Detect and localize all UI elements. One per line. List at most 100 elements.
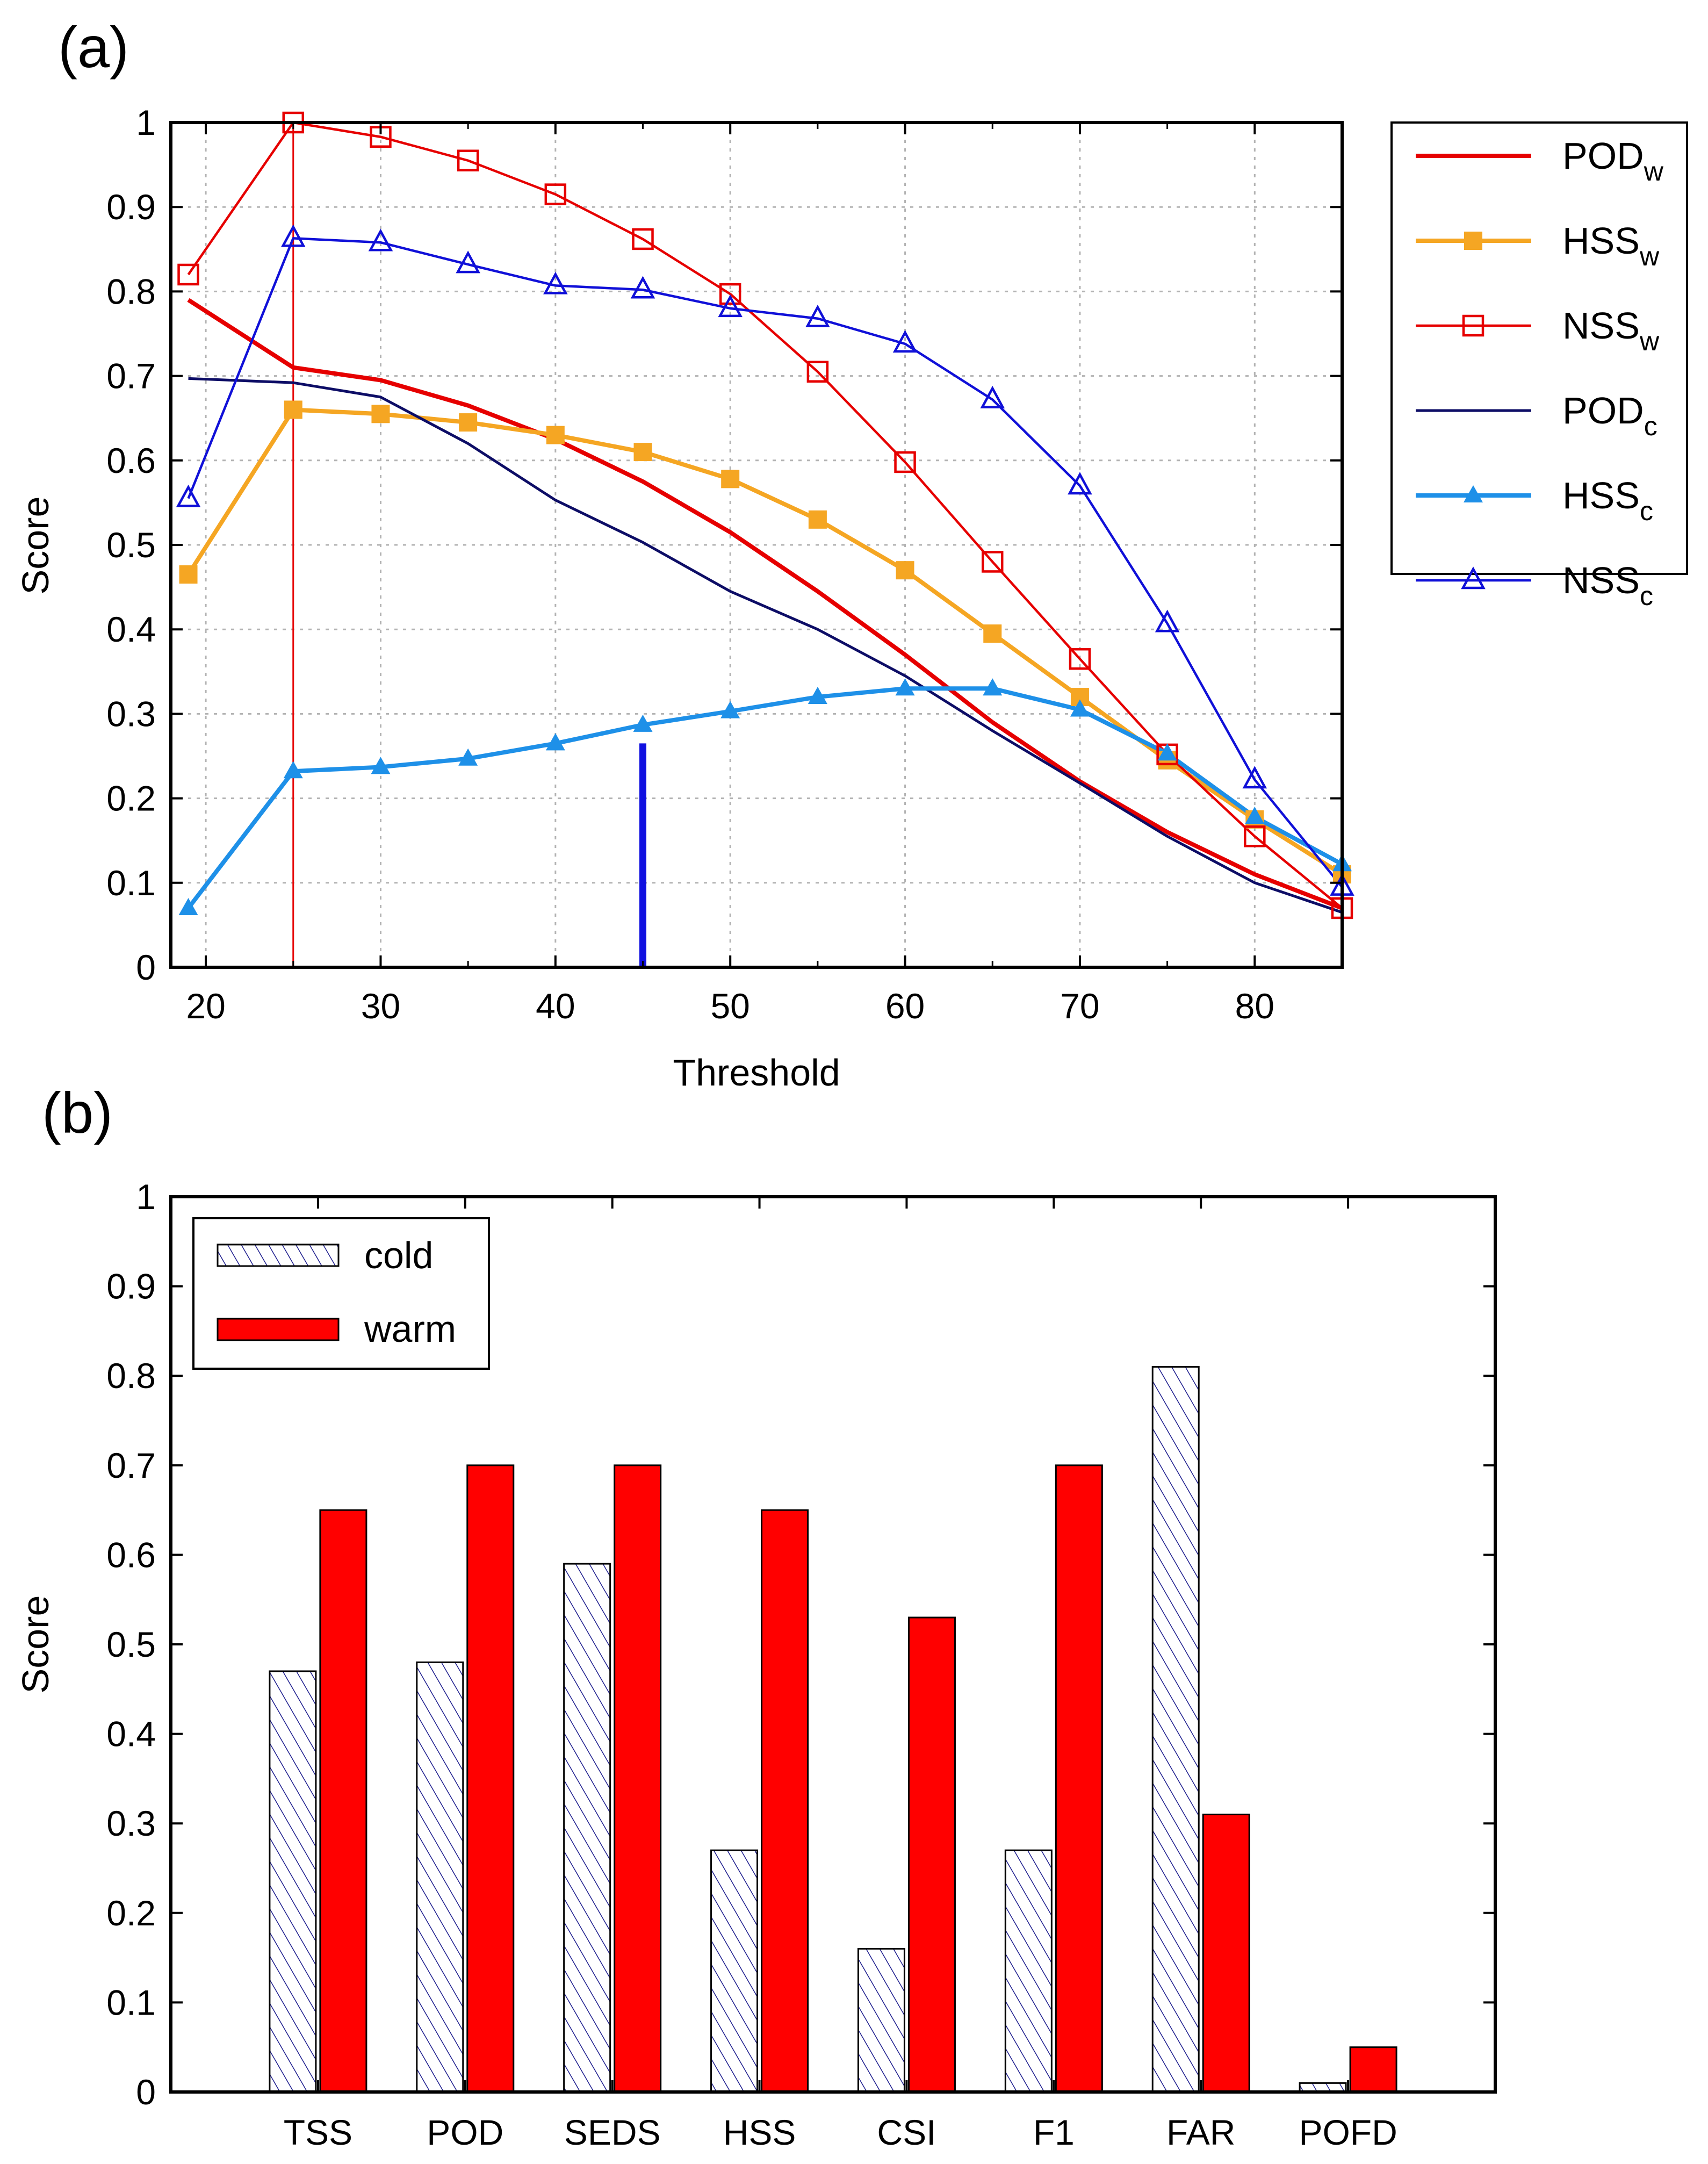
legend-marker bbox=[1464, 485, 1483, 502]
data-point-hss-w bbox=[546, 426, 565, 444]
data-point-nss-w bbox=[632, 228, 654, 250]
y-tick-label: 0 bbox=[136, 2072, 156, 2112]
y-tick-label: 0.8 bbox=[106, 1356, 156, 1396]
bar-cold-tss bbox=[269, 1670, 317, 2093]
x-tick-label: 30 bbox=[361, 986, 400, 1026]
data-point-hss-c bbox=[1245, 807, 1265, 824]
data-point-hss-c bbox=[178, 897, 198, 915]
category-label: TSS bbox=[284, 2112, 352, 2152]
series-line-hss-c bbox=[186, 686, 1342, 910]
legend-label: HSSw bbox=[1562, 220, 1660, 271]
data-point-nss-c bbox=[1242, 766, 1267, 789]
panel-a-tick-marks bbox=[171, 121, 1343, 968]
data-point-hss-c bbox=[283, 761, 303, 779]
y-tick-label: 0.1 bbox=[106, 1982, 156, 2022]
legend-marker bbox=[1464, 232, 1482, 250]
x-tick-label: 20 bbox=[186, 986, 225, 1026]
panel-a-line-chart: (a) 0 0.1 0.2 0.3 0.4 0.5 0.6 0.7 0.8 0.9 1 20 30 40… bbox=[15, 15, 1688, 1094]
bar-warm-seds bbox=[614, 1464, 662, 2093]
bar-warm-csi bbox=[907, 1616, 956, 2093]
y-tick-label: 0.1 bbox=[106, 863, 156, 903]
panel-b-bar-chart: (b) 0 0.1 0.2 0.3 0.4 0.5 0.6 0.7 0.8 0.9 1 TSS POD… bbox=[15, 1080, 1497, 2152]
legend-label: PODc bbox=[1562, 390, 1657, 441]
data-point-nss-w bbox=[1069, 648, 1091, 670]
data-point-hss-w bbox=[179, 565, 198, 584]
x-tick-label: 60 bbox=[885, 986, 925, 1026]
legend-label: NSSc bbox=[1562, 559, 1653, 611]
panel-a-grid bbox=[171, 123, 1342, 967]
y-tick-label: 0.3 bbox=[106, 1803, 156, 1843]
data-point-nss-w bbox=[982, 551, 1004, 573]
legend-label: PODw bbox=[1562, 135, 1664, 186]
bar-cold-csi bbox=[857, 1947, 905, 2093]
y-tick-label: 0.9 bbox=[106, 1267, 156, 1306]
x-tick-label: 40 bbox=[536, 986, 575, 1026]
series-line-nss-w bbox=[187, 123, 1342, 909]
data-point-hss-w bbox=[896, 561, 914, 580]
legend-swatch-warm bbox=[217, 1318, 340, 1341]
data-point-hss-w bbox=[371, 405, 390, 423]
panel-b-tick-marks bbox=[171, 1196, 1495, 2093]
panel-a-legend: PODw HSSw NSSw PODc HSSc NSSc bbox=[1390, 121, 1688, 611]
legend-label-cold: cold bbox=[364, 1234, 433, 1276]
x-tick-label: 50 bbox=[710, 986, 749, 1026]
x-tick-label: 70 bbox=[1060, 986, 1099, 1026]
category-label: FAR bbox=[1166, 2112, 1235, 2152]
data-point-hss-c bbox=[1157, 743, 1177, 761]
category-label: CSI bbox=[877, 2112, 936, 2152]
y-tick-label: 0.7 bbox=[106, 1446, 156, 1485]
data-point-nss-c bbox=[1155, 609, 1180, 632]
data-point-nss-c bbox=[176, 484, 201, 507]
category-label: POD bbox=[427, 2112, 503, 2152]
bar-warm-pofd bbox=[1349, 2046, 1397, 2093]
series-line-hss-w bbox=[186, 407, 1342, 876]
data-point-nss-c bbox=[543, 271, 568, 294]
bar-cold-seds bbox=[563, 1563, 611, 2093]
y-tick-label: 0.2 bbox=[106, 779, 156, 818]
data-point-hss-w bbox=[284, 400, 302, 419]
panel-a-vertical-markers bbox=[292, 123, 647, 967]
series-line-nss-c bbox=[187, 237, 1342, 888]
y-tick-label: 0.5 bbox=[106, 525, 156, 565]
legend-marker bbox=[1461, 566, 1486, 589]
panel-b-category-labels: TSS POD SEDS HSS CSI F1 FAR POFD bbox=[284, 2112, 1397, 2152]
panel-label-b: (b) bbox=[42, 1080, 113, 1145]
category-label: F1 bbox=[1033, 2112, 1075, 2152]
y-tick-label: 1 bbox=[136, 103, 156, 142]
legend-label: HSSc bbox=[1562, 475, 1653, 526]
series-line-pod-w bbox=[187, 298, 1342, 910]
y-tick-label: 0.6 bbox=[106, 441, 156, 480]
data-point-hss-c bbox=[371, 757, 391, 774]
panel-b-y-axis-title: Score bbox=[15, 1595, 56, 1694]
data-point-hss-c bbox=[458, 748, 478, 766]
bar-warm-pod bbox=[466, 1464, 515, 2093]
panel-b-y-tick-labels: 0 0.1 0.2 0.3 0.4 0.5 0.6 0.7 0.8 0.9 1 bbox=[106, 1177, 156, 2112]
data-point-hss-c bbox=[983, 678, 1003, 696]
data-point-hss-c bbox=[895, 678, 915, 696]
y-tick-label: 0.7 bbox=[106, 356, 156, 396]
data-point-nss-w bbox=[457, 149, 479, 171]
data-point-nss-c bbox=[718, 294, 743, 318]
y-tick-label: 0.2 bbox=[106, 1893, 156, 1933]
bar-warm-tss bbox=[319, 1509, 367, 2093]
bar-warm-far bbox=[1202, 1814, 1250, 2093]
panel-b-legend-box bbox=[192, 1217, 490, 1370]
data-point-nss-w bbox=[806, 361, 829, 383]
data-point-nss-c bbox=[456, 250, 480, 274]
data-point-nss-c bbox=[1068, 472, 1092, 495]
data-point-hss-w bbox=[721, 470, 740, 488]
panel-a-y-axis-title: Score bbox=[15, 497, 56, 595]
data-point-nss-w bbox=[177, 263, 199, 286]
panel-a-legend-box bbox=[1390, 121, 1688, 575]
legend-label: NSSw bbox=[1562, 305, 1660, 356]
y-tick-label: 0.6 bbox=[106, 1535, 156, 1575]
panel-a-points bbox=[176, 111, 1354, 919]
data-point-hss-c bbox=[1070, 699, 1090, 717]
data-point-nss-w bbox=[544, 183, 567, 205]
data-point-nss-c bbox=[892, 330, 918, 353]
category-label: HSS bbox=[723, 2112, 796, 2152]
data-point-hss-c bbox=[808, 686, 827, 704]
data-point-nss-w bbox=[719, 283, 741, 305]
category-label: POFD bbox=[1299, 2112, 1397, 2152]
bar-cold-f1 bbox=[1004, 1849, 1053, 2093]
